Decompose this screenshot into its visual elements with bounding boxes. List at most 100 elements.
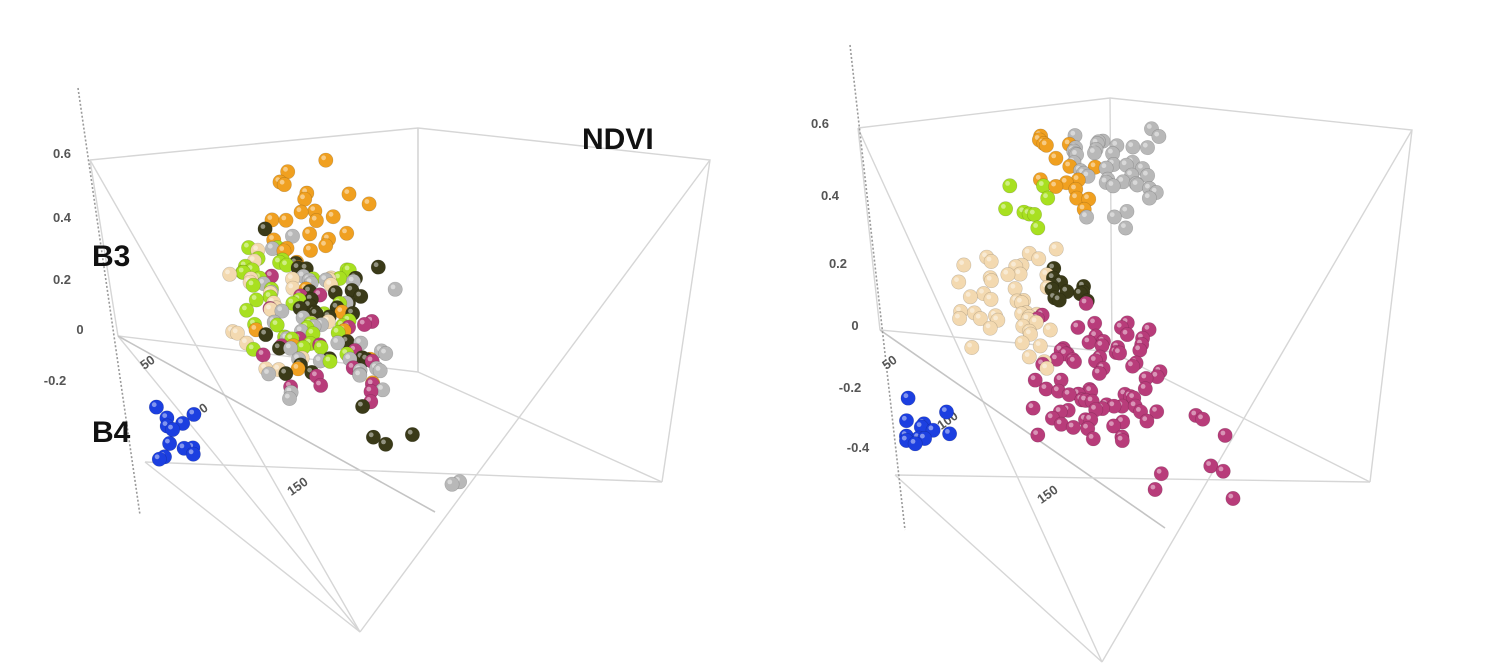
data-point-highlight [1218, 466, 1224, 472]
data-point-highlight [179, 443, 185, 449]
data-point-highlight [242, 305, 247, 311]
data-point-highlight [281, 368, 286, 374]
data-point-highlight [302, 188, 307, 194]
data-point-magenta [1149, 404, 1165, 420]
ndvi-axis-label: NDVI [582, 123, 654, 156]
data-point-highlight [1081, 298, 1087, 304]
data-point-highlight [277, 306, 283, 312]
data-point-highlight [225, 269, 230, 275]
data-point-highlight [1090, 318, 1095, 324]
data-point-highlight [1049, 263, 1054, 269]
x-tick-label: 50 [879, 352, 899, 373]
data-point-highlight [1088, 434, 1094, 439]
data-point-highlight [321, 240, 326, 246]
data-point-lime [248, 292, 264, 308]
data-point-highlight [1024, 352, 1030, 357]
data-point-highlight [1030, 375, 1036, 381]
data-point-highlight [1128, 361, 1133, 367]
data-point-highlight [1042, 270, 1048, 275]
data-point-highlight [1122, 329, 1128, 335]
data-point-highlight [1144, 324, 1150, 330]
data-point-highlight [1152, 371, 1158, 377]
data-point-highlight [287, 231, 293, 237]
data-point-highlight [279, 179, 285, 185]
data-point-highlight [993, 315, 998, 321]
data-point-highlight [1112, 140, 1118, 146]
z-tick-label: 0 [76, 322, 83, 337]
data-point-highlight [985, 323, 991, 329]
data-point-highlight [381, 348, 386, 354]
data-point-highlight [1070, 130, 1076, 136]
data-point-dark [355, 398, 371, 414]
data-point-highlight [1056, 419, 1062, 425]
data-point-dark [257, 221, 273, 237]
data-point-magenta [1070, 319, 1086, 335]
data-point-highlight [1082, 212, 1087, 218]
data-point-highlight [305, 229, 310, 234]
data-point-highlight [1051, 153, 1057, 159]
data-point-highlight [1073, 322, 1079, 328]
data-point-orange [1038, 137, 1054, 153]
data-point-beige [1031, 251, 1047, 267]
data-point-highlight [1061, 177, 1067, 183]
data-point-highlight [366, 386, 372, 392]
data-point-highlight [1047, 284, 1053, 290]
data-point-highlight [272, 320, 278, 325]
data-point-highlight [347, 285, 353, 291]
data-point-highlight [287, 274, 293, 279]
data-point-highlight [348, 276, 354, 282]
data-point-highlight [274, 343, 280, 349]
data-point-highlight [1017, 297, 1022, 303]
data-point-highlight [258, 350, 264, 355]
data-point-highlight [279, 246, 285, 251]
data-point-magenta [1087, 315, 1103, 331]
data-point-highlight [916, 422, 922, 427]
data-point-magenta [1132, 342, 1148, 358]
data-point-highlight [1122, 206, 1128, 212]
data-point-highlight [986, 256, 992, 262]
data-point-highlight [1034, 254, 1039, 259]
data-point-highlight [447, 479, 453, 485]
data-point-highlight [308, 328, 314, 334]
data-point-highlight [321, 155, 326, 161]
data-point-highlight [965, 292, 971, 297]
data-point-highlight [328, 211, 334, 217]
data-point-highlight [306, 294, 312, 300]
data-point-highlight [1127, 170, 1132, 176]
data-point-highlight [903, 393, 909, 399]
data-point-lime [239, 302, 255, 318]
data-point-highlight [1042, 363, 1047, 369]
data-point-highlight [267, 243, 273, 249]
data-point-highlight [1091, 331, 1096, 337]
data-point-beige [962, 289, 978, 305]
data-point-water [148, 399, 164, 415]
data-point-highlight [1101, 177, 1107, 183]
data-point-highlight [1144, 193, 1150, 199]
left-3d-scatter: 0.60.40.20-0.250100150 [44, 87, 711, 633]
data-point-highlight [920, 433, 925, 439]
data-point-beige [1014, 335, 1030, 351]
data-point-highlight [344, 265, 350, 271]
data-point-highlight [358, 401, 363, 407]
data-point-highlight [324, 234, 329, 240]
data-point-highlight [1015, 269, 1021, 275]
data-point-highlight [1056, 345, 1062, 351]
data-point-gray [274, 303, 290, 319]
data-point-highlight [165, 438, 170, 444]
data-point-highlight [315, 356, 321, 361]
data-point-highlight [307, 367, 312, 373]
data-point-magenta [356, 316, 372, 332]
data-point-highlight [316, 380, 321, 386]
data-point-highlight [232, 328, 238, 334]
data-point-highlight [310, 206, 316, 212]
data-point-highlight [1017, 309, 1022, 314]
data-point-highlight [1062, 286, 1068, 292]
data-point-beige [1000, 267, 1016, 283]
data-point-highlight [1228, 493, 1234, 499]
data-point-highlight [1053, 386, 1059, 392]
z-tick-label: -0.2 [839, 380, 861, 395]
data-point-highlight [188, 449, 194, 455]
data-point-highlight [1097, 340, 1103, 346]
data-point-water [162, 435, 178, 451]
data-point-gray [387, 281, 403, 297]
